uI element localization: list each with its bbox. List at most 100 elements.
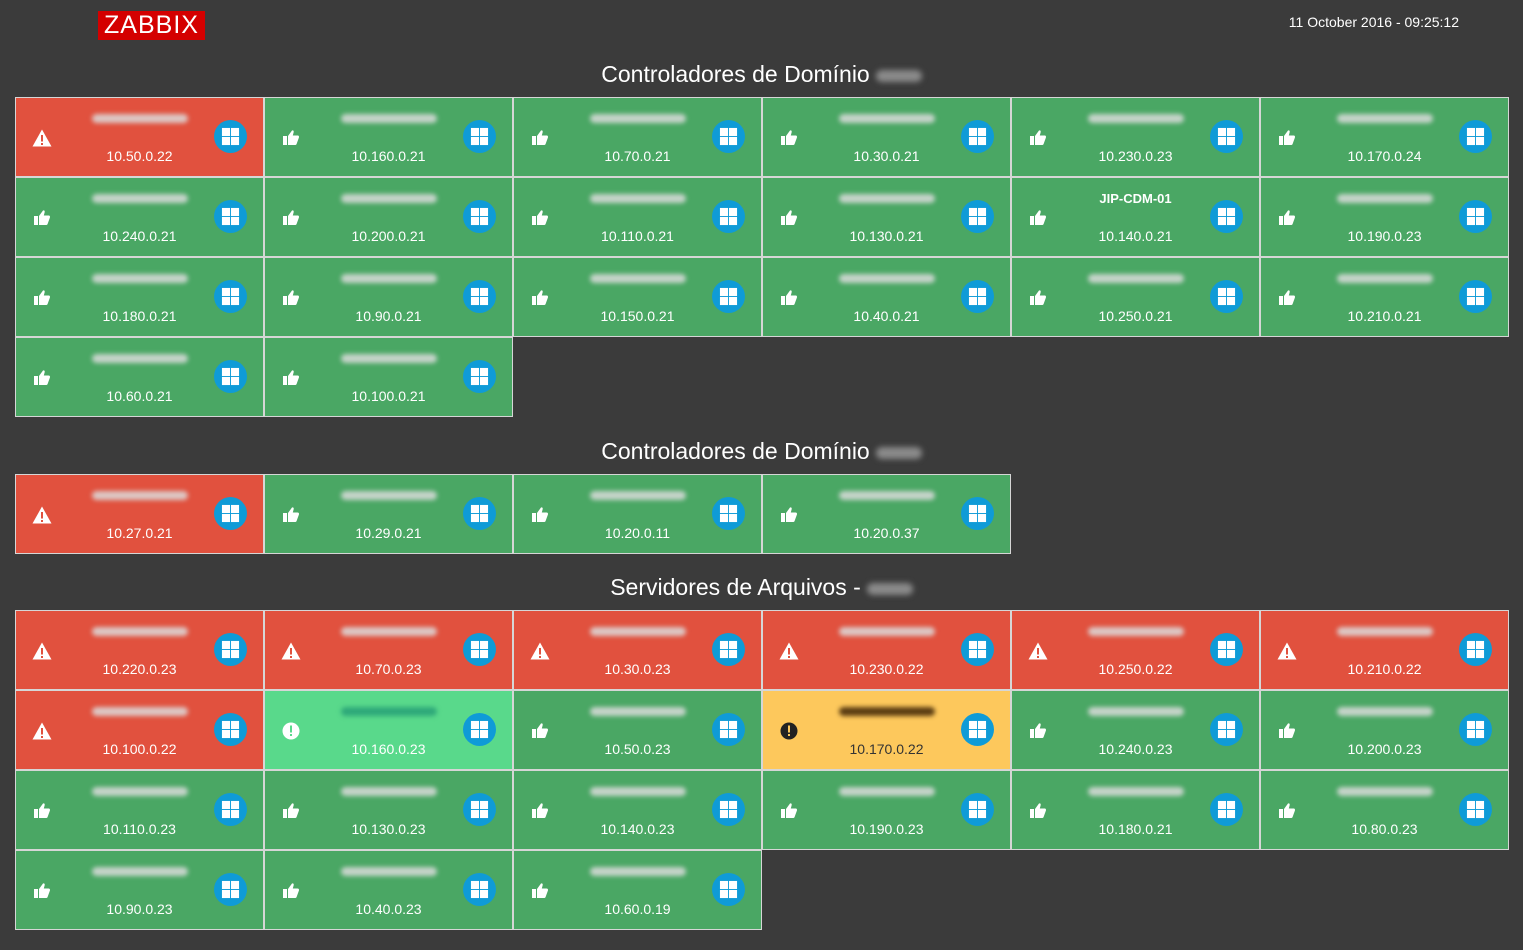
thumbs-up-icon	[1028, 721, 1048, 741]
host-tile[interactable]: 10.90.0.23	[15, 850, 264, 930]
windows-icon	[1210, 713, 1243, 746]
host-tile[interactable]: 10.130.0.21	[762, 177, 1011, 257]
host-ip: 10.150.0.21	[600, 308, 675, 324]
windows-icon	[1210, 793, 1243, 826]
redacted-host-name	[838, 707, 935, 716]
section-title-text: Controladores de Domínio	[601, 61, 870, 87]
thumbs-up-icon	[32, 801, 52, 821]
redacted-host-name	[1087, 274, 1184, 283]
host-tile[interactable]: 10.40.0.21	[762, 257, 1011, 337]
redacted-host-name	[91, 114, 188, 123]
host-tile[interactable]: 10.140.0.23	[513, 770, 762, 850]
redacted-host-name	[589, 194, 686, 203]
thumbs-up-icon	[281, 128, 301, 148]
host-tile[interactable]: 10.150.0.21	[513, 257, 762, 337]
host-ip: 10.40.0.23	[355, 901, 422, 917]
host-ip: 10.210.0.22	[1347, 661, 1422, 677]
redacted-host-name	[838, 627, 935, 636]
host-tile[interactable]: 10.240.0.21	[15, 177, 264, 257]
windows-icon	[1459, 633, 1492, 666]
redacted-host-name	[1336, 707, 1433, 716]
windows-icon	[712, 280, 745, 313]
host-tile[interactable]: 10.30.0.21	[762, 97, 1011, 177]
host-tile[interactable]: 10.170.0.24	[1260, 97, 1509, 177]
host-tile[interactable]: 10.160.0.21	[264, 97, 513, 177]
host-ip: 10.180.0.21	[1098, 821, 1173, 837]
redacted-host-name	[91, 787, 188, 796]
host-tile[interactable]: 10.110.0.23	[15, 770, 264, 850]
redacted-host-name	[838, 787, 935, 796]
windows-icon	[214, 360, 247, 393]
redacted-host-name	[91, 274, 188, 283]
windows-icon	[712, 120, 745, 153]
host-tile[interactable]: 10.40.0.23	[264, 850, 513, 930]
host-tile[interactable]: JIP-CDM-01 10.140.0.21	[1011, 177, 1260, 257]
host-tile[interactable]: 10.180.0.21	[1011, 770, 1260, 850]
redacted-host-name	[340, 354, 437, 363]
host-tile[interactable]: 10.190.0.23	[1260, 177, 1509, 257]
redacted-host-name	[340, 627, 437, 636]
host-ip: 10.220.0.23	[102, 661, 177, 677]
host-tile[interactable]: 10.70.0.23	[264, 610, 513, 690]
host-tile[interactable]: 10.50.0.23	[513, 690, 762, 770]
section-title-domain-controllers-1: Controladores de Domínio	[0, 59, 1523, 89]
host-tile[interactable]: 10.250.0.21	[1011, 257, 1260, 337]
thumbs-up-icon	[1277, 128, 1297, 148]
host-tile[interactable]: 10.60.0.21	[15, 337, 264, 417]
host-ip: 10.90.0.21	[355, 308, 422, 324]
thumbs-up-icon	[530, 881, 550, 901]
redacted-host-name	[91, 354, 188, 363]
warning-triangle-icon	[32, 505, 52, 525]
host-tile[interactable]: 10.130.0.23	[264, 770, 513, 850]
redacted-host-name	[838, 491, 935, 500]
redacted-host-name	[340, 787, 437, 796]
host-tile[interactable]: 10.70.0.21	[513, 97, 762, 177]
zabbix-logo[interactable]: ZABBIX	[98, 11, 205, 40]
windows-icon	[1210, 633, 1243, 666]
host-tile[interactable]: 10.110.0.21	[513, 177, 762, 257]
host-tile[interactable]: 10.180.0.21	[15, 257, 264, 337]
host-ip: 10.140.0.21	[1098, 228, 1173, 244]
windows-icon	[961, 497, 994, 530]
host-tile[interactable]: 10.27.0.21	[15, 474, 264, 554]
host-tile[interactable]: 10.190.0.23	[762, 770, 1011, 850]
host-tile[interactable]: 10.160.0.23	[264, 690, 513, 770]
host-tile[interactable]: 10.200.0.21	[264, 177, 513, 257]
redacted-host-name	[1087, 114, 1184, 123]
host-tile[interactable]: 10.90.0.21	[264, 257, 513, 337]
host-name: JIP-CDM-01	[1099, 191, 1172, 206]
host-tile[interactable]: 10.100.0.22	[15, 690, 264, 770]
thumbs-up-icon	[1028, 128, 1048, 148]
windows-icon	[463, 793, 496, 826]
windows-icon	[463, 497, 496, 530]
host-tile[interactable]: 10.200.0.23	[1260, 690, 1509, 770]
redacted-host-name	[589, 707, 686, 716]
host-tile[interactable]: 10.20.0.11	[513, 474, 762, 554]
windows-icon	[712, 633, 745, 666]
host-ip: 10.80.0.23	[1351, 821, 1418, 837]
host-tile[interactable]: 10.170.0.22	[762, 690, 1011, 770]
host-tile[interactable]: 10.30.0.23	[513, 610, 762, 690]
host-tile[interactable]: 10.210.0.22	[1260, 610, 1509, 690]
redacted-host-name	[1087, 627, 1184, 636]
host-tile[interactable]: 10.210.0.21	[1260, 257, 1509, 337]
host-tile[interactable]: 10.29.0.21	[264, 474, 513, 554]
host-tile[interactable]: 10.60.0.19	[513, 850, 762, 930]
host-tile[interactable]: 10.250.0.22	[1011, 610, 1260, 690]
thumbs-up-icon	[530, 801, 550, 821]
host-tile[interactable]: 10.80.0.23	[1260, 770, 1509, 850]
host-ip: 10.170.0.22	[849, 741, 924, 757]
redacted-host-name	[589, 787, 686, 796]
host-tile[interactable]: 10.230.0.22	[762, 610, 1011, 690]
host-tile[interactable]: 10.50.0.22	[15, 97, 264, 177]
windows-icon	[961, 793, 994, 826]
host-tile[interactable]: 10.20.0.37	[762, 474, 1011, 554]
redacted-host-name	[589, 627, 686, 636]
host-tile[interactable]: 10.220.0.23	[15, 610, 264, 690]
host-tile[interactable]: 10.240.0.23	[1011, 690, 1260, 770]
host-tile[interactable]: 10.230.0.23	[1011, 97, 1260, 177]
thumbs-up-icon	[32, 288, 52, 308]
thumbs-up-icon	[1277, 288, 1297, 308]
host-tile[interactable]: 10.100.0.21	[264, 337, 513, 417]
host-ip: 10.30.0.21	[853, 148, 920, 164]
